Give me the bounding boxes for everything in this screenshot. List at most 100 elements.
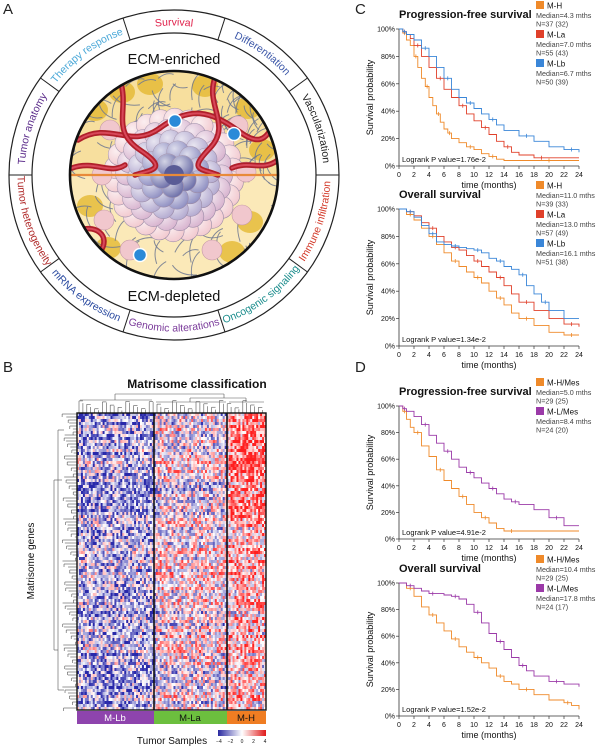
legend-swatch bbox=[536, 407, 544, 415]
x-tick-label: 24 bbox=[575, 172, 583, 179]
legend-series-name: M-L/Mes bbox=[547, 408, 578, 417]
column-dendrogram bbox=[79, 394, 264, 413]
legend-n: N=50 (39) bbox=[536, 78, 568, 87]
y-tick-label: 100% bbox=[377, 207, 395, 214]
y-tick-label: 40% bbox=[381, 289, 395, 296]
x-tick-label: 6 bbox=[442, 722, 446, 729]
x-tick-label: 14 bbox=[500, 545, 508, 552]
x-tick-label: 16 bbox=[515, 172, 523, 179]
chart-title: Overall survival bbox=[399, 563, 481, 575]
legend-n: N=39 (33) bbox=[536, 200, 568, 209]
y-tick-label: 20% bbox=[381, 316, 395, 323]
ring-label: Survival bbox=[154, 16, 193, 29]
x-tick-label: 24 bbox=[575, 352, 583, 359]
y-tick-label: 100% bbox=[377, 404, 395, 411]
immune-cell bbox=[228, 128, 241, 141]
y-tick-label: 60% bbox=[381, 81, 395, 88]
y-axis-label: Survival probability bbox=[365, 611, 375, 687]
x-tick-label: 18 bbox=[530, 352, 538, 359]
legend-swatch bbox=[536, 239, 544, 247]
legend-n: N=29 (25) bbox=[536, 574, 568, 583]
x-tick-label: 2 bbox=[412, 722, 416, 729]
x-tick-label: 16 bbox=[515, 352, 523, 359]
x-tick-label: 10 bbox=[470, 722, 478, 729]
legend-swatch bbox=[536, 1, 544, 9]
x-tick-label: 8 bbox=[457, 545, 461, 552]
x-tick-label: 10 bbox=[470, 545, 478, 552]
x-tick-label: 24 bbox=[575, 545, 583, 552]
group-label-mlb: M-Lb bbox=[104, 713, 126, 724]
x-tick-label: 18 bbox=[530, 545, 538, 552]
y-tick-label: 20% bbox=[381, 687, 395, 694]
x-tick-label: 16 bbox=[515, 722, 523, 729]
x-tick-label: 8 bbox=[457, 352, 461, 359]
x-tick-label: 0 bbox=[397, 722, 401, 729]
legend-swatch bbox=[536, 378, 544, 386]
x-tick-label: 6 bbox=[442, 172, 446, 179]
survival-charts: Progression-free survival0%20%40%60%80%1… bbox=[365, 1, 596, 740]
x-tick-label: 2 bbox=[412, 172, 416, 179]
x-axis-label: time (months) bbox=[461, 360, 516, 370]
legend-series-name: M-H bbox=[547, 182, 562, 191]
x-tick-label: 18 bbox=[530, 172, 538, 179]
km-chart-d_pfs: Progression-free survival0%20%40%60%80%1… bbox=[365, 378, 592, 563]
legend-n: N=24 (17) bbox=[536, 603, 568, 612]
legend-n: N=57 (49) bbox=[536, 229, 568, 238]
logrank-pvalue: Logrank P value=1.76e-2 bbox=[402, 155, 486, 164]
y-tick-label: 80% bbox=[381, 54, 395, 61]
group-label-mh: M-H bbox=[237, 713, 255, 724]
x-tick-label: 20 bbox=[545, 722, 553, 729]
x-tick-label: 4 bbox=[427, 172, 431, 179]
y-tick-label: 40% bbox=[381, 109, 395, 116]
row-dendrogram bbox=[54, 414, 77, 711]
y-tick-label: 0% bbox=[385, 344, 395, 351]
x-tick-label: 12 bbox=[485, 352, 493, 359]
y-tick-label: 60% bbox=[381, 634, 395, 641]
x-tick-label: 0 bbox=[397, 545, 401, 552]
legend-swatch bbox=[536, 181, 544, 189]
x-tick-label: 22 bbox=[560, 545, 568, 552]
immune-cell bbox=[134, 249, 147, 262]
y-tick-label: 0% bbox=[385, 164, 395, 171]
chart-title: Progression-free survival bbox=[399, 386, 532, 398]
legend-series-name: M-L/Mes bbox=[547, 585, 578, 594]
y-axis-label: Survival probability bbox=[365, 239, 375, 315]
scale-tick: −4 bbox=[216, 739, 222, 745]
legend-swatch bbox=[536, 555, 544, 563]
x-tick-label: 12 bbox=[485, 722, 493, 729]
legend-n: N=51 (38) bbox=[536, 258, 568, 267]
x-tick-label: 4 bbox=[427, 545, 431, 552]
x-tick-label: 0 bbox=[397, 352, 401, 359]
x-tick-label: 18 bbox=[530, 722, 538, 729]
legend-n: N=37 (32) bbox=[536, 20, 568, 29]
color-scale-ticks: −4 −2 0 2 4 bbox=[216, 739, 266, 745]
heatmap-ylabel: Matrisome genes bbox=[26, 523, 37, 600]
y-tick-label: 20% bbox=[381, 510, 395, 517]
legend-series-name: M-H/Mes bbox=[547, 379, 579, 388]
x-tick-label: 20 bbox=[545, 172, 553, 179]
logrank-pvalue: Logrank P value=1.52e-2 bbox=[402, 705, 486, 714]
immune-cell bbox=[169, 115, 182, 128]
scale-tick: 4 bbox=[264, 739, 267, 745]
x-tick-label: 12 bbox=[485, 545, 493, 552]
x-tick-label: 12 bbox=[485, 172, 493, 179]
y-tick-label: 60% bbox=[381, 261, 395, 268]
y-axis-label: Survival probability bbox=[365, 434, 375, 510]
x-tick-label: 20 bbox=[545, 352, 553, 359]
legend-n: N=55 (43) bbox=[536, 49, 568, 58]
logrank-pvalue: Logrank P value=1.34e-2 bbox=[402, 335, 486, 344]
heatmap-title: Matrisome classification bbox=[127, 377, 266, 391]
x-tick-label: 4 bbox=[427, 352, 431, 359]
y-tick-label: 80% bbox=[381, 234, 395, 241]
x-tick-label: 14 bbox=[500, 172, 508, 179]
x-tick-label: 8 bbox=[457, 172, 461, 179]
x-tick-label: 16 bbox=[515, 545, 523, 552]
x-tick-label: 14 bbox=[500, 352, 508, 359]
legend-series-name: M-Lb bbox=[547, 60, 566, 69]
y-tick-label: 0% bbox=[385, 714, 395, 721]
x-tick-label: 8 bbox=[457, 722, 461, 729]
heatmap-xlabel: Tumor Samples bbox=[137, 736, 207, 747]
legend-n: N=24 (20) bbox=[536, 426, 568, 435]
